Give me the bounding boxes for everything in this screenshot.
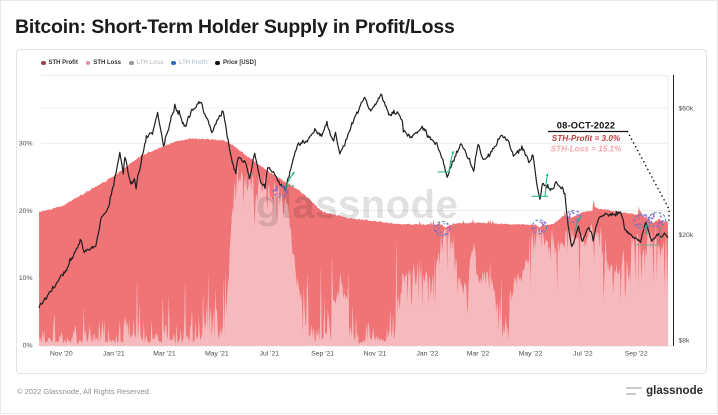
svg-text:STH-Loss = 15.1%: STH-Loss = 15.1%	[551, 145, 622, 154]
svg-text:$60k: $60k	[679, 105, 694, 112]
svg-text:Sep '22: Sep '22	[625, 351, 648, 358]
svg-text:Jan '21: Jan '21	[103, 351, 125, 358]
svg-text:Nov '21: Nov '21	[364, 351, 387, 358]
svg-text:Mar '21: Mar '21	[153, 351, 176, 358]
svg-text:May '22: May '22	[519, 351, 543, 358]
svg-text:Jul '21: Jul '21	[260, 351, 280, 358]
svg-text:glassnode: glassnode	[256, 183, 458, 227]
svg-text:STH-Profit = 3.0%: STH-Profit = 3.0%	[552, 134, 621, 143]
svg-text:$8k: $8k	[679, 337, 691, 344]
svg-text:Mar '22: Mar '22	[467, 351, 490, 358]
svg-text:$20k: $20k	[679, 232, 694, 239]
svg-text:Jan '22: Jan '22	[417, 351, 439, 358]
svg-text:10%: 10%	[19, 275, 33, 282]
svg-text:0%: 0%	[23, 343, 33, 350]
svg-text:Nov '20: Nov '20	[50, 351, 73, 358]
svg-text:20%: 20%	[19, 208, 33, 215]
svg-text:30%: 30%	[19, 141, 33, 148]
svg-text:Sep '21: Sep '21	[311, 351, 334, 358]
svg-text:08-OCT-2022: 08-OCT-2022	[557, 121, 616, 131]
svg-text:May '21: May '21	[205, 351, 229, 358]
svg-text:Jul '22: Jul '22	[573, 351, 593, 358]
